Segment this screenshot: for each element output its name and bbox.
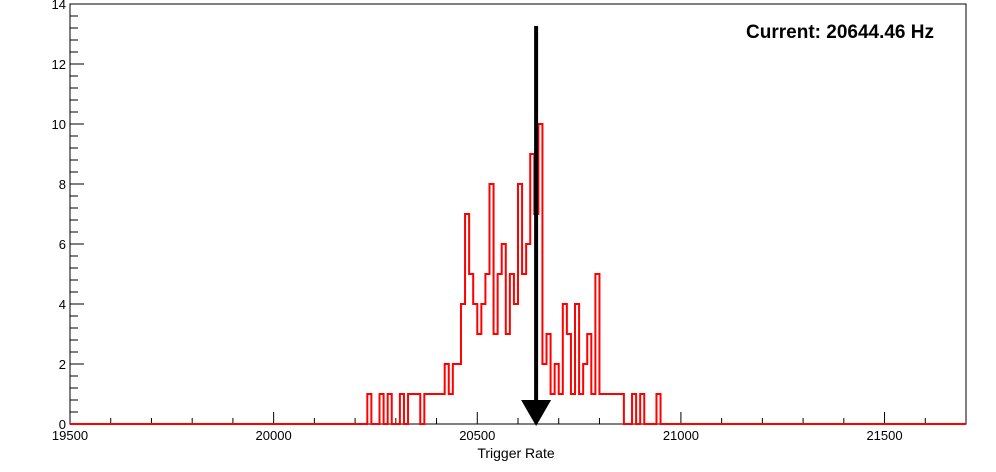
x-axis: 19500 20000 20500 21000 21500 xyxy=(52,412,967,443)
x-tick-label: 20500 xyxy=(459,428,495,443)
y-tick-label: 6 xyxy=(59,237,66,252)
y-tick-label: 12 xyxy=(52,57,66,72)
y-tick-label: 8 xyxy=(59,177,66,192)
x-tick-label: 20000 xyxy=(256,428,292,443)
x-tick-label: 19500 xyxy=(52,428,88,443)
current-value-arrow xyxy=(521,26,552,426)
y-tick-label: 0 xyxy=(59,417,66,432)
y-axis: 0 2 4 6 8 10 12 14 xyxy=(52,0,84,432)
histogram-series-line xyxy=(70,123,966,425)
y-tick-label: 10 xyxy=(52,117,66,132)
current-rate-annotation: Current: 20644.46 Hz xyxy=(746,22,934,43)
y-tick-label: 4 xyxy=(59,297,66,312)
x-tick-label: 21500 xyxy=(866,428,902,443)
x-tick-label: 21000 xyxy=(663,428,699,443)
x-axis-title: Trigger Rate xyxy=(477,445,555,461)
arrow-head xyxy=(521,400,552,426)
y-tick-label: 2 xyxy=(59,357,66,372)
y-tick-label: 14 xyxy=(52,0,66,12)
